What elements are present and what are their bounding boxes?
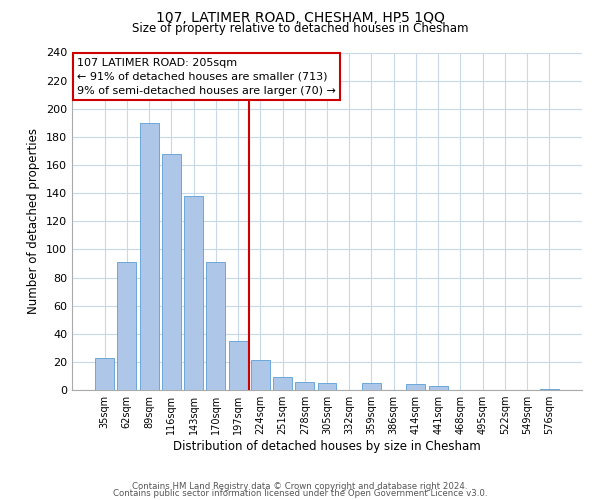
Text: 107, LATIMER ROAD, CHESHAM, HP5 1QQ: 107, LATIMER ROAD, CHESHAM, HP5 1QQ xyxy=(155,11,445,25)
Bar xyxy=(229,341,248,390)
Bar xyxy=(162,154,181,390)
Bar xyxy=(95,358,114,390)
Bar xyxy=(273,378,292,390)
Bar xyxy=(251,360,270,390)
Bar xyxy=(540,388,559,390)
Bar xyxy=(406,384,425,390)
Text: Contains public sector information licensed under the Open Government Licence v3: Contains public sector information licen… xyxy=(113,489,487,498)
Bar xyxy=(184,196,203,390)
Text: Size of property relative to detached houses in Chesham: Size of property relative to detached ho… xyxy=(132,22,468,35)
Bar xyxy=(118,262,136,390)
X-axis label: Distribution of detached houses by size in Chesham: Distribution of detached houses by size … xyxy=(173,440,481,453)
Bar xyxy=(429,386,448,390)
Text: 107 LATIMER ROAD: 205sqm
← 91% of detached houses are smaller (713)
9% of semi-d: 107 LATIMER ROAD: 205sqm ← 91% of detach… xyxy=(77,58,336,96)
Text: Contains HM Land Registry data © Crown copyright and database right 2024.: Contains HM Land Registry data © Crown c… xyxy=(132,482,468,491)
Bar xyxy=(206,262,225,390)
Bar xyxy=(317,383,337,390)
Bar xyxy=(140,123,158,390)
Bar xyxy=(295,382,314,390)
Y-axis label: Number of detached properties: Number of detached properties xyxy=(28,128,40,314)
Bar xyxy=(362,383,381,390)
